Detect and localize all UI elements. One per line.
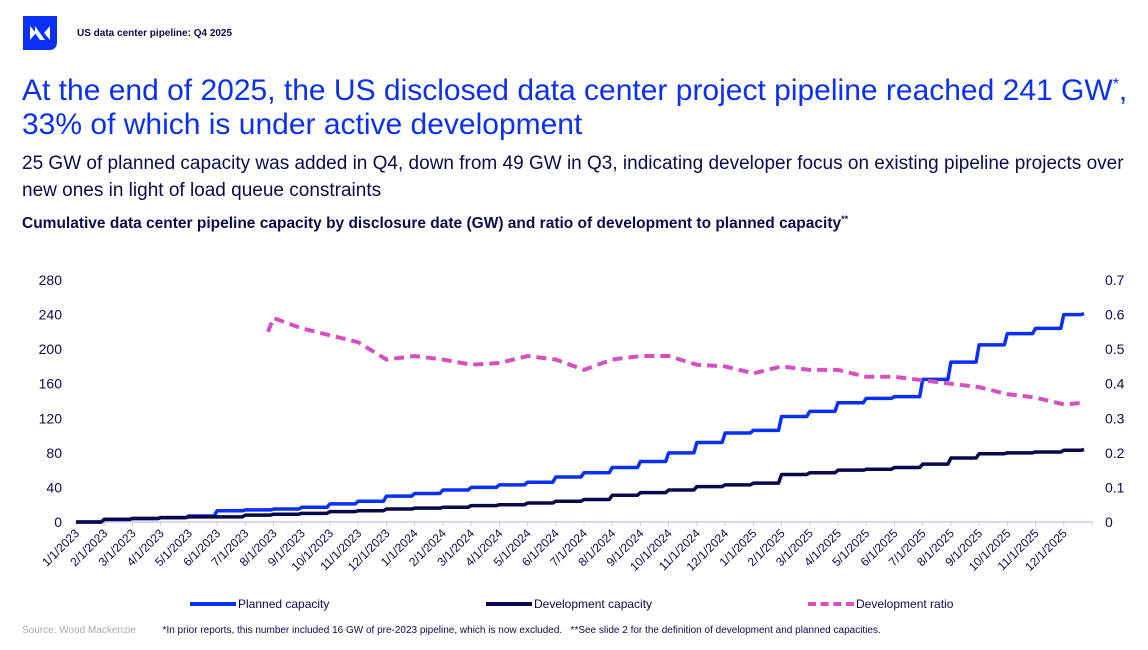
- y-left-tick-label: 40: [46, 479, 62, 495]
- footnote-1: *In prior reports, this number included …: [162, 625, 563, 636]
- legend-swatch-planned: [190, 602, 236, 606]
- y-right-tick-label: 0.6: [1105, 307, 1125, 323]
- y-right-tick-label: 0: [1105, 514, 1113, 530]
- headline-text-2: , 33% of which is under active developme…: [22, 74, 1128, 141]
- y-left-tick-label: 0: [54, 514, 62, 530]
- y-right-tick-label: 0.2: [1105, 445, 1125, 461]
- chart-title-mark: **: [841, 214, 849, 224]
- headline-text: At the end of 2025, the US disclosed dat…: [22, 74, 1113, 107]
- slide-kicker: US data center pipeline: Q4 2025: [77, 28, 233, 39]
- y-right-tick-label: 0.4: [1105, 376, 1125, 392]
- y-left-tick-label: 200: [39, 341, 63, 357]
- legend-planned: Planned capacity: [190, 597, 329, 611]
- y-left-tick-label: 80: [46, 445, 62, 461]
- chart-title: Cumulative data center pipeline capacity…: [22, 214, 848, 233]
- series-line-development-ratio: [266, 316, 1085, 407]
- legend-label: Development capacity: [534, 597, 653, 611]
- subheadline: 25 GW of planned capacity was added in Q…: [22, 153, 1124, 201]
- footer: Source: Wood Mackenzie *In prior reports…: [22, 625, 881, 636]
- footnote-mark: *: [1112, 76, 1119, 93]
- y-right-tick-label: 0.5: [1105, 341, 1125, 357]
- y-right-tick-label: 0.3: [1105, 410, 1125, 426]
- y-left-tick-label: 160: [39, 376, 63, 392]
- headline: At the end of 2025, the US disclosed dat…: [22, 68, 1132, 142]
- footnote-2: **See slide 2 for the definition of deve…: [570, 625, 881, 636]
- y-left-tick-label: 280: [39, 272, 63, 288]
- chart-title-text: Cumulative data center pipeline capacity…: [22, 215, 842, 233]
- y-right-tick-label: 0.1: [1105, 479, 1125, 495]
- y-right-tick-label: 0.7: [1105, 272, 1125, 288]
- series-line-planned-capacity: [76, 312, 1085, 524]
- wood-mackenzie-logo: [23, 16, 57, 50]
- legend-swatch-ratio: [808, 602, 854, 606]
- series-line-development-capacity: [76, 447, 1085, 524]
- legend-label: Planned capacity: [238, 597, 330, 611]
- legend-label: Development ratio: [856, 597, 954, 611]
- y-left-tick-label: 240: [39, 307, 63, 323]
- legend-ratio: Development ratio: [808, 597, 953, 611]
- source-note: Source: Wood Mackenzie: [22, 625, 136, 636]
- y-left-tick-label: 120: [39, 410, 63, 426]
- legend-development: Development capacity: [486, 597, 652, 611]
- legend-swatch-development: [486, 602, 532, 606]
- line-chart: 1/1/20232/1/20233/1/20234/1/20235/1/2023…: [39, 272, 1125, 574]
